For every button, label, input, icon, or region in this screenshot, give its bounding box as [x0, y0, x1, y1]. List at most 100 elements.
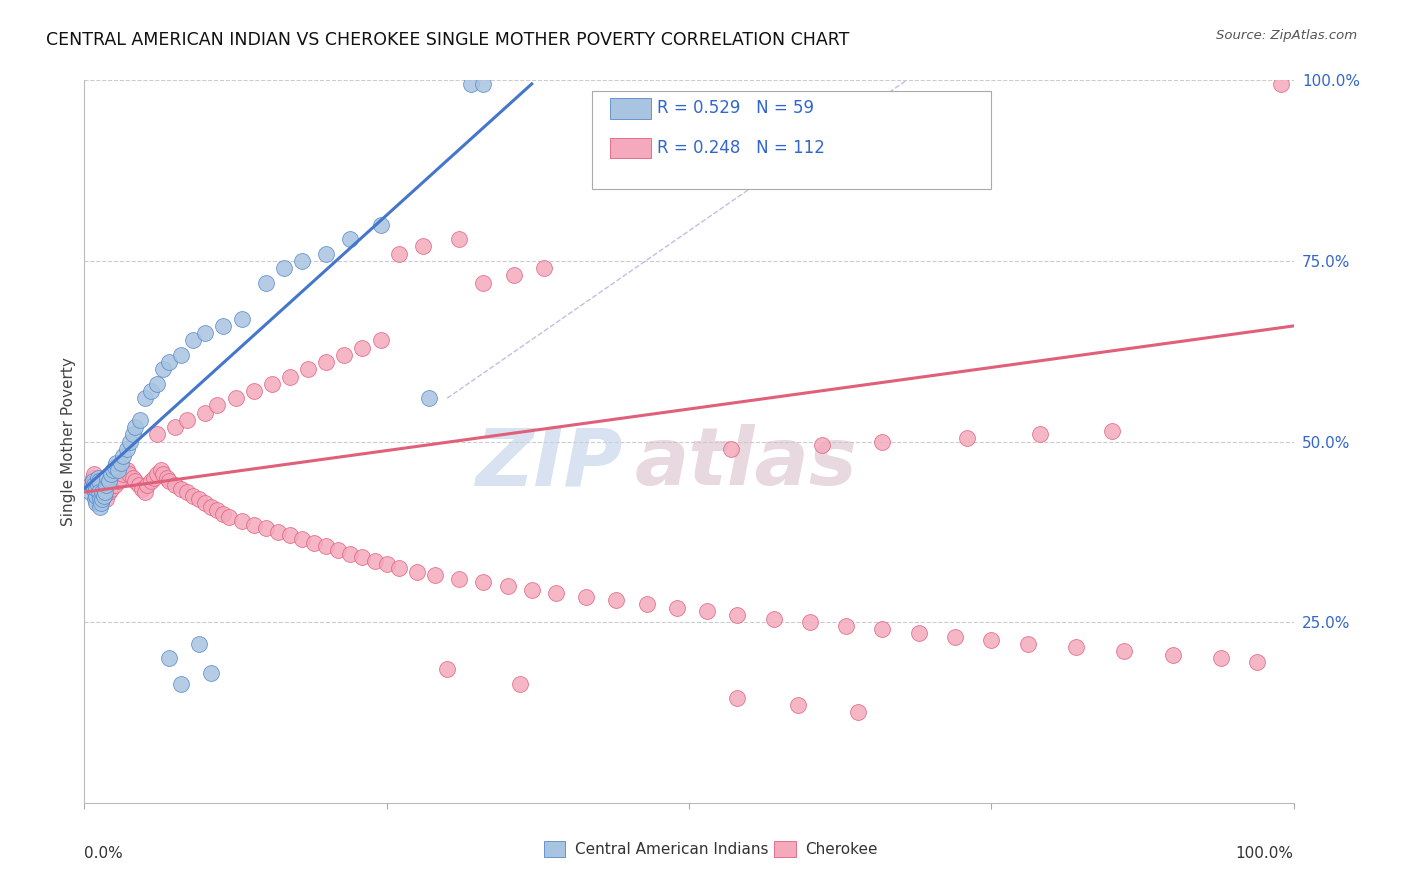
Point	[956, 431, 979, 445]
Point	[1017, 637, 1039, 651]
Point	[176, 413, 198, 427]
Point	[104, 478, 127, 492]
Point	[107, 463, 129, 477]
Point	[423, 568, 446, 582]
Text: Cherokee: Cherokee	[806, 841, 877, 856]
Text: Source: ZipAtlas.com: Source: ZipAtlas.com	[1216, 29, 1357, 42]
Point	[1209, 651, 1232, 665]
Point	[176, 485, 198, 500]
Point	[128, 478, 150, 492]
Point	[218, 510, 240, 524]
Point	[1101, 424, 1123, 438]
Point	[260, 376, 283, 391]
Point	[194, 406, 217, 420]
Point	[121, 470, 143, 484]
Point	[157, 475, 180, 489]
Point	[86, 482, 108, 496]
Point	[502, 268, 524, 283]
Point	[1161, 648, 1184, 662]
Point	[872, 434, 894, 449]
Point	[1246, 655, 1268, 669]
Point	[370, 334, 392, 348]
Point	[328, 542, 350, 557]
Point	[544, 586, 567, 600]
Point	[267, 524, 290, 539]
Point	[254, 276, 277, 290]
Point	[339, 232, 361, 246]
Point	[449, 572, 471, 586]
Point	[83, 478, 105, 492]
Point	[118, 467, 141, 481]
Point	[200, 665, 222, 680]
Point	[112, 467, 135, 481]
Point	[278, 369, 301, 384]
Point	[89, 482, 111, 496]
Point	[575, 590, 598, 604]
Point	[799, 615, 821, 630]
Point	[100, 482, 122, 496]
Point	[200, 500, 222, 514]
Point	[363, 554, 385, 568]
Point	[811, 438, 834, 452]
Point	[388, 561, 411, 575]
Point	[636, 597, 658, 611]
Point	[115, 442, 138, 456]
Bar	[775, 841, 796, 857]
Text: atlas: atlas	[634, 425, 858, 502]
Point	[110, 456, 132, 470]
Point	[315, 539, 337, 553]
Point	[86, 470, 108, 484]
Point	[449, 232, 471, 246]
Point	[124, 420, 146, 434]
Point	[1114, 644, 1136, 658]
Point	[94, 492, 117, 507]
Point	[496, 579, 519, 593]
Point	[181, 489, 204, 503]
Point	[89, 500, 111, 514]
Point	[165, 420, 187, 434]
Text: R = 0.248   N = 112: R = 0.248 N = 112	[657, 139, 825, 157]
Point	[1064, 640, 1087, 655]
Point	[170, 482, 193, 496]
Point	[181, 334, 204, 348]
Point	[786, 698, 808, 713]
Point	[509, 676, 531, 690]
Point	[188, 637, 211, 651]
Point	[533, 261, 555, 276]
Point	[170, 676, 193, 690]
Point	[720, 442, 742, 456]
Point	[86, 489, 108, 503]
Point	[104, 459, 127, 474]
Point	[155, 470, 177, 484]
Point	[94, 485, 117, 500]
Point	[231, 311, 253, 326]
Point	[131, 482, 153, 496]
Point	[460, 77, 482, 91]
Point	[980, 633, 1002, 648]
FancyBboxPatch shape	[592, 91, 991, 189]
Bar	[610, 138, 651, 158]
Point	[291, 532, 314, 546]
Point	[665, 600, 688, 615]
Point	[315, 355, 337, 369]
Point	[412, 239, 434, 253]
Point	[472, 575, 495, 590]
Point	[86, 475, 108, 489]
Point	[124, 475, 146, 489]
Point	[83, 482, 105, 496]
Point	[91, 485, 114, 500]
Point	[194, 496, 217, 510]
Point	[302, 535, 325, 549]
Point	[152, 362, 174, 376]
Text: 0.0%: 0.0%	[84, 847, 124, 861]
Point	[231, 514, 253, 528]
Point	[388, 246, 411, 260]
Y-axis label: Single Mother Poverty: Single Mother Poverty	[60, 357, 76, 526]
Point	[87, 475, 110, 489]
Point	[94, 478, 117, 492]
Point	[152, 467, 174, 481]
Point	[375, 558, 398, 572]
Point	[134, 485, 156, 500]
Point	[943, 630, 966, 644]
Point	[157, 355, 180, 369]
